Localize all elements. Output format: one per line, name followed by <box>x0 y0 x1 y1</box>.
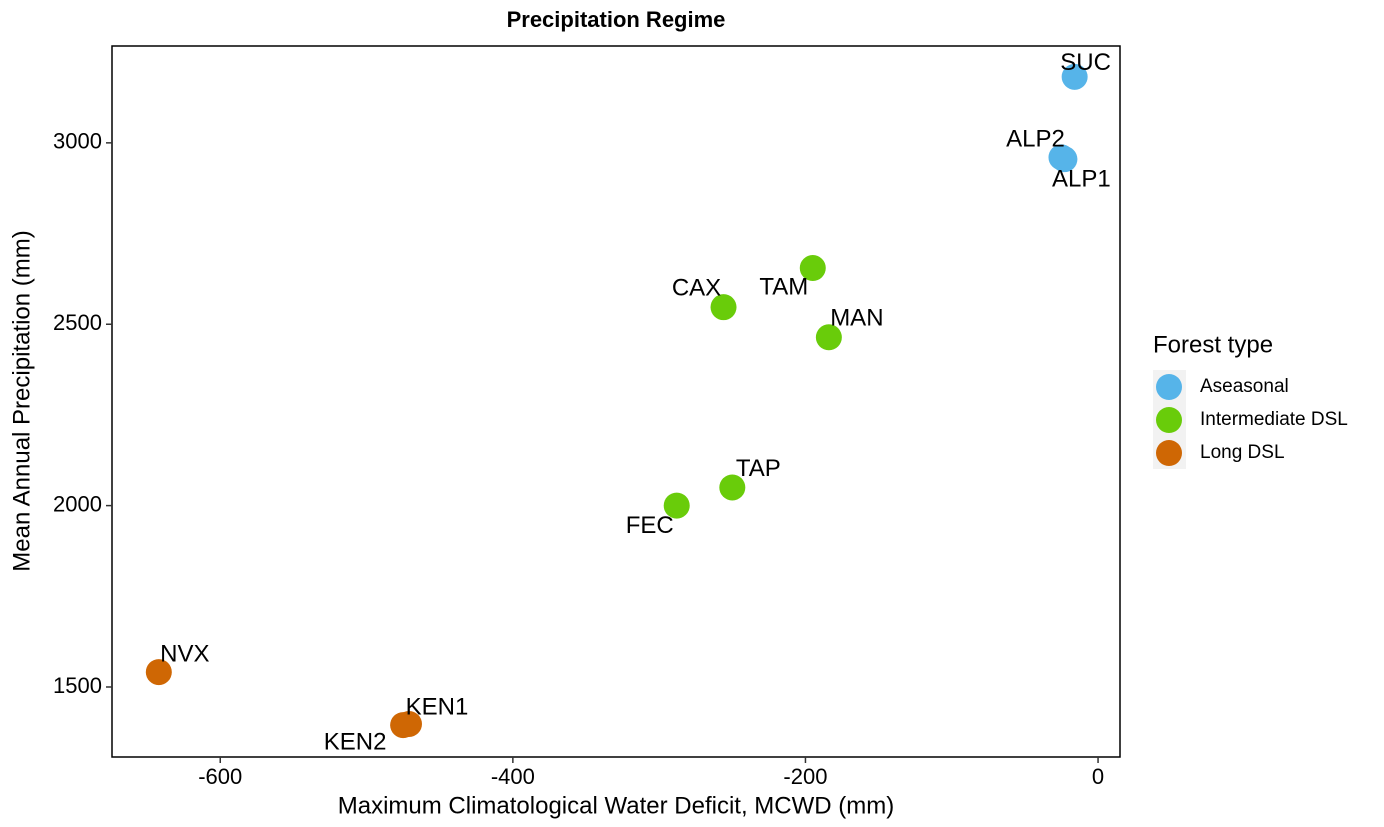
y-tick-label: 2500 <box>53 310 102 335</box>
point <box>145 659 172 686</box>
x-tick-label: -200 <box>783 764 827 789</box>
point-label: MAN <box>830 305 883 332</box>
point-label: SUC <box>1060 49 1111 76</box>
y-axis-title: Mean Annual Precipitation (mm) <box>8 230 35 571</box>
point <box>1061 63 1088 90</box>
plot-panel <box>111 45 1121 758</box>
point <box>1051 146 1078 173</box>
legend-marker <box>1156 407 1182 433</box>
y-tick-label: 1500 <box>53 673 102 698</box>
x-tick-label: -400 <box>491 764 535 789</box>
point-label: CAX <box>672 275 721 302</box>
point <box>815 324 842 351</box>
x-tick-label: -600 <box>198 764 242 789</box>
point <box>390 712 417 739</box>
y-tick-label: 3000 <box>53 129 102 154</box>
x-axis-title: Maximum Climatological Water Deficit, MC… <box>338 792 894 819</box>
point-label: ALP2 <box>1006 126 1065 153</box>
legend-label: Intermediate DSL <box>1200 409 1348 430</box>
point-label: KEN1 <box>406 693 469 720</box>
point <box>663 492 690 519</box>
point-label: FEC <box>626 512 674 539</box>
point-label: ALP1 <box>1052 166 1111 193</box>
point-label: TAP <box>736 455 781 482</box>
point <box>719 474 746 501</box>
point-label: TAM <box>759 273 808 300</box>
point <box>799 255 826 282</box>
chart-title: Precipitation Regime <box>507 7 726 32</box>
legend-label: Long DSL <box>1200 442 1285 463</box>
point-label: KEN2 <box>324 728 387 755</box>
x-tick-label: 0 <box>1092 764 1104 789</box>
point <box>710 294 737 321</box>
y-tick-label: 2000 <box>53 491 102 516</box>
legend-title: Forest type <box>1153 331 1273 358</box>
legend-marker <box>1156 374 1182 400</box>
legend-label: Aseasonal <box>1200 376 1289 397</box>
point-label: NVX <box>160 640 209 667</box>
legend-marker <box>1156 440 1182 466</box>
